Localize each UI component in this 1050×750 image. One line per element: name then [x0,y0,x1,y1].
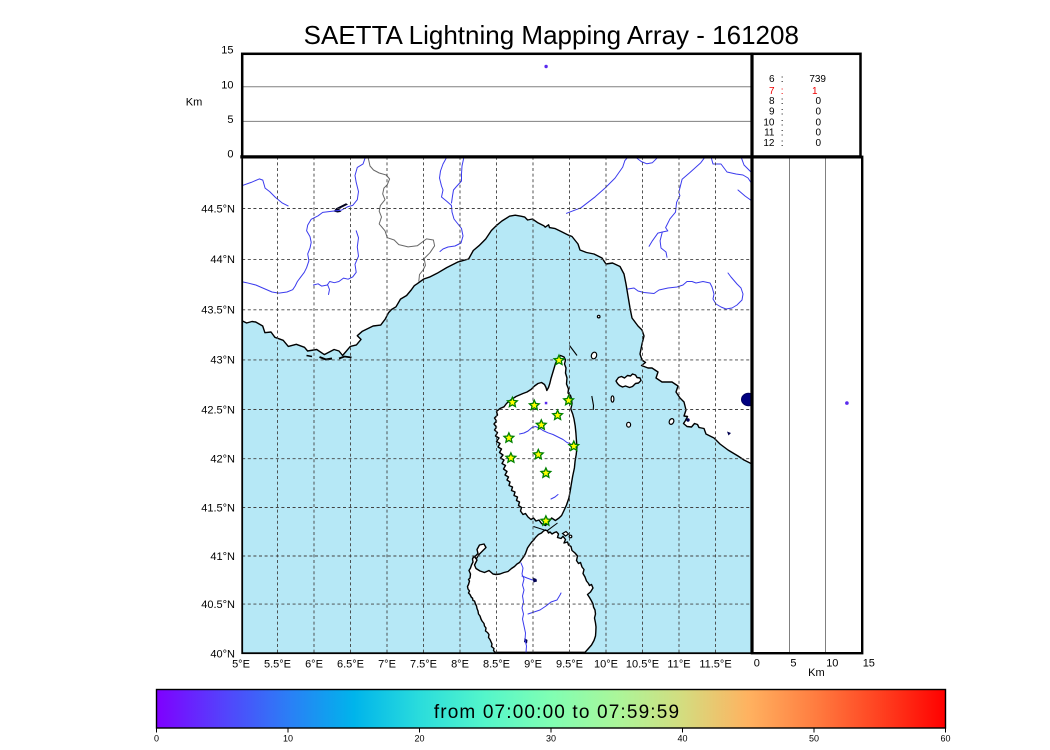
svg-text:739: 739 [809,74,826,85]
svg-text:41°N: 41°N [210,551,235,563]
svg-text::: : [781,117,784,128]
svg-text:6°E: 6°E [305,658,323,670]
svg-text:8°E: 8°E [451,658,469,670]
svg-text:0: 0 [815,107,821,118]
svg-text:43.5°N: 43.5°N [201,305,235,317]
svg-text:0: 0 [815,117,821,128]
svg-text:43°N: 43°N [210,355,235,367]
svg-text:7: 7 [769,86,775,97]
svg-text:Km: Km [186,97,203,109]
svg-text:0: 0 [815,138,821,149]
svg-text:11: 11 [764,128,775,139]
svg-text:50: 50 [809,734,819,744]
svg-text:0: 0 [227,149,233,161]
svg-text:0: 0 [154,734,159,744]
svg-text:40°N: 40°N [210,649,235,661]
svg-text:Km: Km [808,667,825,679]
svg-text:9.5°E: 9.5°E [556,658,583,670]
svg-text:7.5°E: 7.5°E [410,658,437,670]
svg-text:5: 5 [227,114,233,126]
svg-text:9°E: 9°E [524,658,542,670]
svg-text:40.5°N: 40.5°N [201,599,235,611]
svg-text:10: 10 [826,658,838,670]
svg-text:41.5°N: 41.5°N [201,502,235,514]
svg-text:10: 10 [221,79,233,91]
svg-text:9: 9 [769,107,775,118]
svg-text:5.5°E: 5.5°E [264,658,291,670]
svg-text:5: 5 [790,658,796,670]
svg-text:15: 15 [221,44,233,56]
svg-text:SAETTA Lightning Mapping Array: SAETTA Lightning Mapping Array - 161208 [304,20,799,50]
svg-text::: : [781,86,784,97]
svg-text::: : [781,128,784,139]
svg-text:10.5°E: 10.5°E [626,658,659,670]
svg-text:6.5°E: 6.5°E [337,658,364,670]
svg-text:1: 1 [812,86,818,97]
svg-text::: : [781,74,784,85]
svg-text:60: 60 [940,734,950,744]
svg-text:30: 30 [546,734,556,744]
svg-text:44.5°N: 44.5°N [201,203,235,215]
svg-text:12: 12 [763,138,775,149]
svg-text:0: 0 [754,658,760,670]
svg-text:11.5°E: 11.5°E [699,658,731,670]
svg-text:8.5°E: 8.5°E [483,658,510,670]
svg-text:10: 10 [283,734,293,744]
svg-text:10°E: 10°E [594,658,618,670]
svg-text:42.5°N: 42.5°N [201,404,235,416]
svg-text:7°E: 7°E [378,658,396,670]
svg-text:0: 0 [815,128,821,139]
svg-text:42°N: 42°N [210,454,235,466]
svg-text:40: 40 [677,734,687,744]
svg-text::: : [781,138,784,149]
svg-text:11°E: 11°E [667,658,690,670]
svg-text:0: 0 [815,96,821,107]
svg-text::: : [781,96,784,107]
svg-text:15: 15 [863,658,875,670]
svg-text:from 07:00:00 to 07:59:59: from 07:00:00 to 07:59:59 [434,702,680,723]
svg-text::: : [781,107,784,118]
svg-text:6: 6 [769,74,775,85]
svg-text:5°E: 5°E [232,658,250,670]
svg-text:44°N: 44°N [210,254,235,266]
svg-text:8: 8 [769,96,775,107]
svg-text:10: 10 [763,117,775,128]
svg-text:20: 20 [414,734,424,744]
